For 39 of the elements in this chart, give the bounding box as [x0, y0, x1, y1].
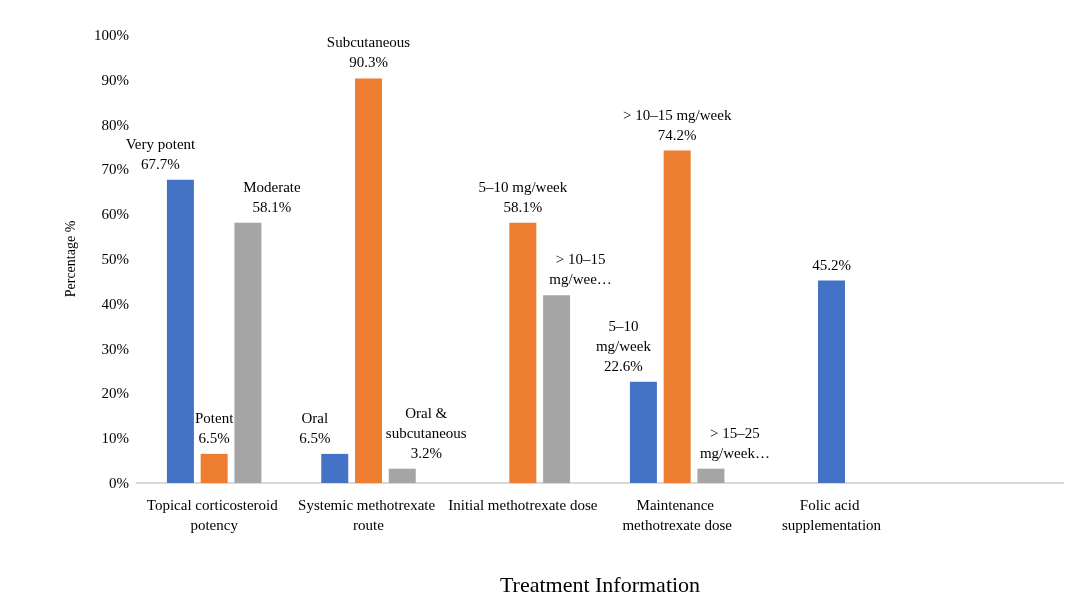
y-tick-label: 0% — [109, 475, 129, 491]
y-tick-label: 10% — [101, 430, 129, 447]
x-tick-label: Systemic methotrexate route — [298, 497, 439, 533]
data-label: Oral 6.5% — [299, 409, 331, 446]
data-label: Moderate 58.1% — [243, 178, 301, 215]
y-tick-label: 90% — [101, 71, 129, 88]
data-label: 45.2% — [812, 256, 851, 273]
x-tick-label: Folic acid supplementation — [781, 497, 882, 533]
bar — [355, 78, 382, 483]
bar — [509, 222, 537, 483]
x-tick-label: Topical corticosteroid potency — [146, 497, 282, 533]
y-axis-title: Percentage % — [62, 220, 78, 298]
y-tick-label: 60% — [101, 206, 129, 223]
bar — [697, 468, 725, 483]
y-tick-label: 30% — [101, 340, 129, 357]
data-label: > 10–15 mg/week 74.2% — [622, 106, 732, 143]
bar — [663, 150, 691, 483]
data-label: > 10–15 mg/wee… — [549, 251, 612, 288]
bar — [543, 295, 571, 483]
data-label: 5–10 mg/week 22.6% — [595, 317, 652, 374]
bar — [166, 179, 194, 483]
bar — [388, 468, 416, 483]
y-tick-label: 40% — [101, 295, 129, 312]
x-tick-label: Initial methotrexate dose — [448, 497, 598, 513]
bar — [200, 453, 228, 483]
data-label: > 15–25 mg/week… — [699, 424, 770, 461]
x-axis-title: Treatment Information — [499, 571, 701, 597]
data-label: Subcutaneous 90.3% — [326, 34, 411, 71]
data-label: 5–10 mg/week 58.1% — [478, 178, 568, 215]
x-tick-label: Maintenance methotrexate dose — [622, 497, 733, 533]
y-tick-label: 100% — [94, 27, 129, 43]
bar — [321, 453, 349, 483]
bar — [234, 222, 262, 483]
data-label: Potent 6.5% — [194, 409, 235, 446]
y-tick-label: 80% — [101, 116, 129, 133]
y-tick-label: 20% — [101, 385, 129, 402]
y-tick-label: 50% — [101, 251, 129, 267]
bar — [629, 381, 657, 483]
data-label: Oral & subcutaneous 3.2% — [385, 404, 467, 461]
